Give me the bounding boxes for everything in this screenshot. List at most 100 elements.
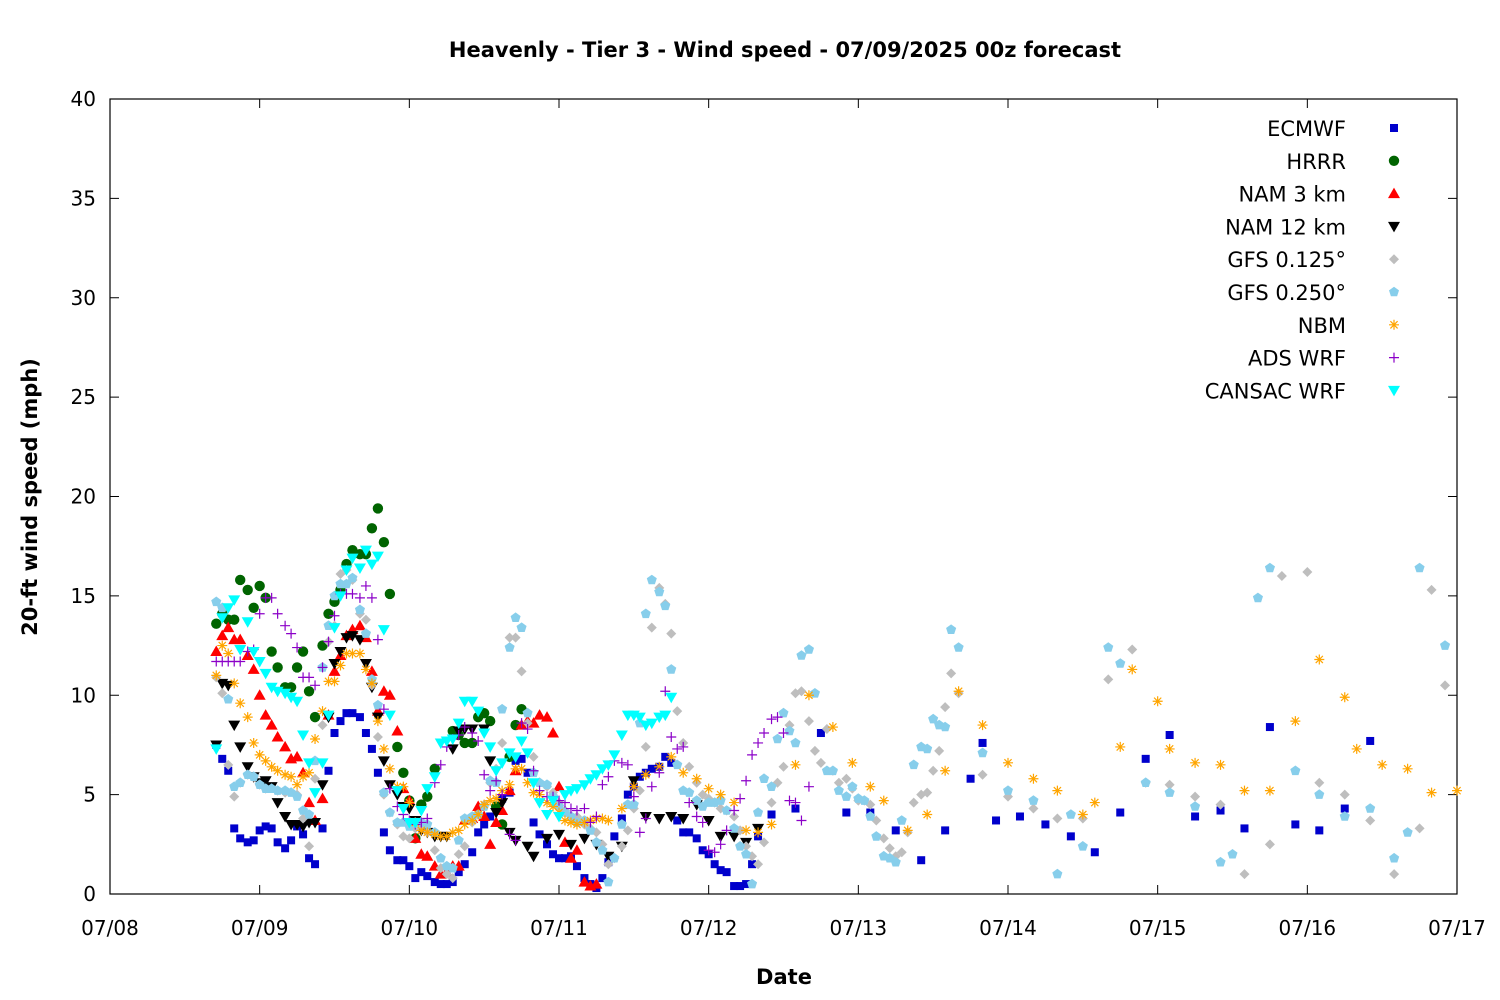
data-point [210,744,223,755]
data-point [459,722,470,733]
data-point [234,742,247,753]
data-point [603,815,614,826]
data-point [1365,803,1376,813]
data-point [509,752,522,763]
data-point [784,725,795,736]
data-point [328,665,341,676]
y-tick-label: 25 [71,385,96,409]
data-point [479,799,490,810]
data-point [953,642,964,652]
data-point [729,805,740,816]
data-point [715,839,726,850]
data-point [703,845,714,856]
data-point [496,758,509,769]
data-point [222,621,235,633]
data-point [585,817,596,828]
data-point [610,832,619,841]
data-point [473,809,484,820]
data-point [978,738,987,747]
data-point [735,793,746,804]
data-point [229,678,240,689]
data-point [977,747,988,758]
data-point [428,772,441,783]
y-tick-label: 30 [71,286,96,310]
data-point [323,608,334,619]
data-point [1264,785,1275,796]
data-point [453,835,464,845]
data-point [348,709,357,718]
data-point [365,559,378,571]
data-point [360,628,371,638]
data-point [496,819,508,830]
data-point [833,785,844,795]
data-point [796,686,807,697]
data-point [216,613,229,624]
data-point [842,808,851,817]
data-point [884,843,895,854]
data-point [672,706,683,717]
data-point [617,814,626,823]
data-point [766,781,777,791]
data-point [234,645,247,656]
data-point [259,776,272,787]
data-point [665,692,678,704]
data-point [404,833,415,844]
data-point [303,758,316,769]
data-point [223,648,234,659]
data-point [317,720,328,731]
data-point [304,841,315,852]
data-point [1314,654,1325,665]
data-point [796,815,807,826]
data-point [766,819,777,830]
data-point [291,750,304,762]
data-point [778,761,789,772]
data-point [459,819,470,830]
data-point [266,761,277,772]
data-point [247,663,260,674]
data-point [766,714,777,725]
legend-marker [1390,124,1398,132]
x-axis: 07/08 07/09 07/10 07/11 07/12 07/13 07/14 07/15… [81,99,1486,940]
data-point [628,781,639,792]
data-point [485,795,496,806]
data-point [453,825,464,836]
series-5 [211,562,1451,889]
data-point [517,754,526,763]
data-point [585,825,596,835]
legend-label: GFS 0.125° [1227,248,1346,272]
data-point [759,728,770,739]
data-point [565,811,576,821]
data-point [772,733,783,744]
data-point [378,537,390,548]
data-point [1164,743,1175,754]
data-point [310,680,321,691]
data-point [360,614,371,625]
data-point [303,686,315,697]
data-point [579,803,590,814]
x-tick-label: 07/09 [231,916,289,940]
data-point [549,850,558,859]
data-point [827,765,838,776]
series-2 [210,619,603,891]
data-point [285,692,298,704]
data-point [304,809,315,819]
data-point [667,758,676,767]
data-point [722,868,731,877]
data-point [703,783,714,794]
legend: ECMWF HRRR NAM 3 km NAM 12 km GFS 0.125° GFS … [1205,117,1400,403]
data-point [627,776,640,787]
data-point [753,737,764,748]
data-point [453,849,464,860]
data-point [478,728,491,740]
data-point [698,846,707,855]
data-point [1426,584,1437,595]
data-point [1052,868,1063,879]
data-point [322,710,335,722]
data-point [411,874,420,883]
data-point [522,777,533,788]
data-point [946,668,957,679]
data-point [397,804,410,815]
data-point [1389,869,1400,880]
data-point [329,610,340,621]
data-point [1240,824,1249,833]
